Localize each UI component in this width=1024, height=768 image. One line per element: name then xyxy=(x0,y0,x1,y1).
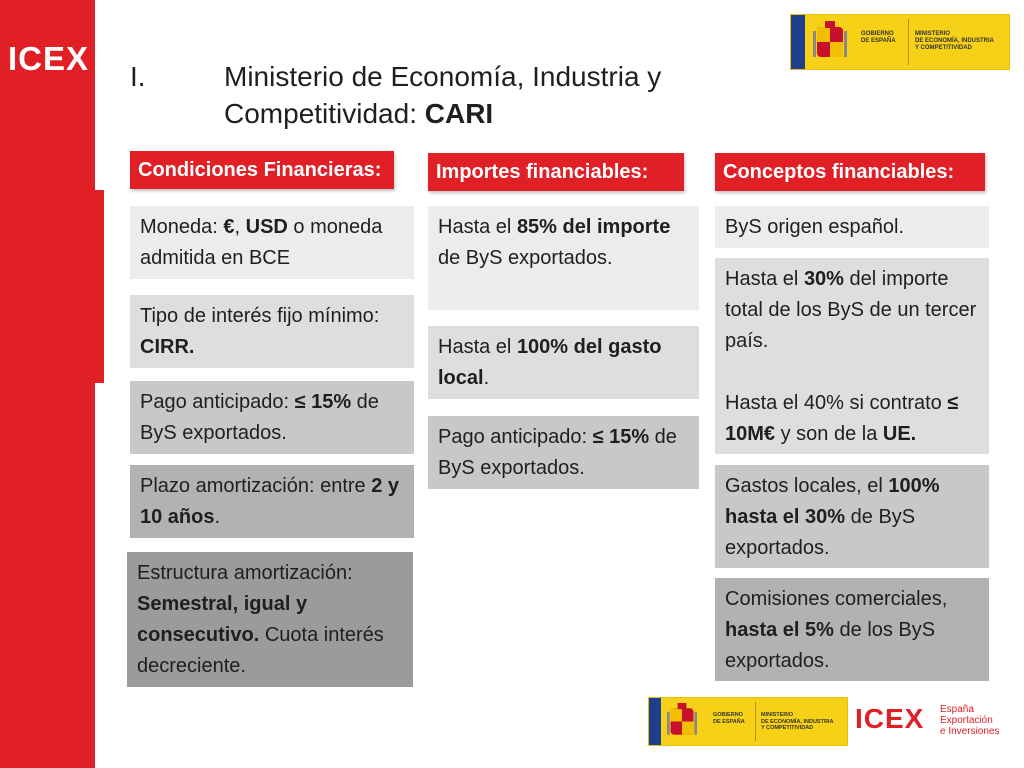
gobierno-line1: GOBIERNO xyxy=(861,31,894,37)
gobierno-banner: GOBIERNO DE ESPAÑA MINISTERIO DE ECONOMÍ… xyxy=(790,14,1010,70)
text: Hasta el xyxy=(725,268,804,290)
text: de los ByS exportados. xyxy=(725,619,936,672)
box-estructura-amortizacion: Estructura amortización: Semestral, igua… xyxy=(127,552,413,687)
box-moneda: Moneda: €, USD o moneda admitida en BCE xyxy=(130,206,414,279)
text: Gastos locales, el xyxy=(725,475,889,497)
ministerio-line2: DE ECONOMÍA, INDUSTRIA xyxy=(915,38,995,44)
gobierno-line2: DE ESPAÑA xyxy=(861,38,896,44)
text: Pago anticipado: xyxy=(140,391,295,413)
bold: 30% xyxy=(803,268,844,290)
header-conceptos: Conceptos financiables: xyxy=(715,153,985,191)
tagline-line1: España xyxy=(940,704,974,715)
footer-ministerio-line2: DE ECONOMÍA, INDUSTRIA xyxy=(761,718,834,725)
tagline-line3: e Inversiones xyxy=(940,726,1000,737)
bold: 100% del gasto local xyxy=(438,336,662,389)
bold: ≤ 10M€ xyxy=(725,392,959,445)
box-100-gasto-local: Hasta el 100% del gasto local. xyxy=(428,326,699,399)
footer-ministerio-label: MINISTERIO DE ECONOMÍA, INDUSTRIA Y COMP… xyxy=(761,712,845,732)
bold: 100% hasta el 30% xyxy=(725,475,940,528)
text: . xyxy=(214,506,221,528)
flag-stripe-icon xyxy=(791,15,805,69)
text: Pago anticipado: xyxy=(438,426,593,448)
text: o moneda admitida en BCE xyxy=(140,216,383,269)
text: Estructura amortización: xyxy=(137,562,353,584)
footer-icex-tagline: España Exportación e Inversiones xyxy=(940,704,1010,737)
spacer xyxy=(725,357,979,388)
footer-ministerio-line3: Y COMPETITIVIDAD xyxy=(761,725,814,731)
text: Comisiones comerciales, xyxy=(725,588,948,610)
title-number: I. xyxy=(130,61,146,92)
text: Hasta el xyxy=(438,336,517,358)
bold: 85% del importe xyxy=(516,216,671,238)
sidebar-notch xyxy=(95,190,104,383)
title-line1: Ministerio de Economía, Industria y xyxy=(224,61,662,92)
text: de ByS exportados. xyxy=(438,426,677,479)
bold: Semestral, igual y consecutivo. xyxy=(137,593,308,646)
text: Hasta el 40% si contrato xyxy=(725,392,948,414)
footer-icex-logo: ICEX xyxy=(855,703,925,734)
box-plazo-amortizacion: Plazo amortización: entre 2 y 10 años. xyxy=(130,465,414,538)
header-condiciones: Condiciones Financieras: xyxy=(130,151,394,189)
bold: CIRR. xyxy=(140,336,195,358)
text: Tipo de interés fijo mínimo: xyxy=(140,305,380,327)
ministerio-label: MINISTERIO DE ECONOMÍA, INDUSTRIA Y COMP… xyxy=(915,31,1007,52)
coat-of-arms-icon xyxy=(667,703,697,735)
text: Plazo amortización: entre xyxy=(140,475,372,497)
text: Hasta el xyxy=(438,216,517,238)
title-cari: CARI xyxy=(424,98,494,129)
box-tercer-pais: Hasta el 30% del importe total de los By… xyxy=(715,258,989,454)
box-tipo-interes: Tipo de interés fijo mínimo: CIRR. xyxy=(130,295,414,368)
box-bys-origen: ByS origen español. xyxy=(715,206,989,248)
box-pago-anticipado: Pago anticipado: ≤ 15% de ByS exportados… xyxy=(130,381,414,454)
box-comisiones: Comisiones comerciales, hasta el 5% de l… xyxy=(715,578,989,681)
text: de ByS exportados. xyxy=(140,391,379,444)
bold: UE. xyxy=(882,423,917,445)
footer-gobierno-line2: DE ESPAÑA xyxy=(713,718,745,725)
box-gastos-locales: Gastos locales, el 100% hasta el 30% de … xyxy=(715,465,989,568)
text: ByS origen español. xyxy=(725,216,905,238)
text: Moneda: xyxy=(140,216,224,238)
footer-divider xyxy=(755,702,756,741)
ministerio-line1: MINISTERIO xyxy=(915,31,951,37)
banner-divider xyxy=(908,19,909,65)
coat-of-arms-icon xyxy=(813,21,847,57)
text: del importe total de los ByS de un terce… xyxy=(725,268,977,352)
bold: € xyxy=(223,216,235,238)
text: , xyxy=(234,216,246,238)
footer-gobierno-logo: GOBIERNO DE ESPAÑA MINISTERIO DE ECONOMÍ… xyxy=(648,697,848,746)
bold: ≤ 15% xyxy=(294,391,352,413)
sidebar: ICEX xyxy=(0,0,95,768)
bold: hasta el 5% xyxy=(725,619,834,641)
footer-ministerio-line1: MINISTERIO xyxy=(761,712,794,718)
footer-gobierno-line1: GOBIERNO xyxy=(713,712,743,718)
bold: ≤ 15% xyxy=(592,426,650,448)
flag-stripe-icon xyxy=(649,698,661,745)
footer-gobierno-label: GOBIERNO DE ESPAÑA xyxy=(713,712,755,725)
bold: 2 y 10 años xyxy=(140,475,400,528)
header-importes: Importes financiables: xyxy=(428,153,684,191)
box-85-importe: Hasta el 85% del importe de ByS exportad… xyxy=(428,206,699,310)
bold: USD xyxy=(245,216,288,238)
text: Cuota interés decreciente. xyxy=(137,624,384,677)
text: de ByS exportados. xyxy=(725,506,916,559)
gobierno-label: GOBIERNO DE ESPAÑA xyxy=(861,31,907,45)
title-line2: Competitividad: xyxy=(224,98,425,129)
text: y son de la xyxy=(775,423,883,445)
title-text: Ministerio de Economía, Industria y Comp… xyxy=(224,58,784,132)
icex-logo: ICEX xyxy=(8,40,90,77)
ministerio-line3: Y COMPETITIVIDAD xyxy=(915,45,972,51)
text: . xyxy=(483,367,490,389)
box-pago-anticipado-2: Pago anticipado: ≤ 15% de ByS exportados… xyxy=(428,416,699,489)
text: de ByS exportados. xyxy=(438,247,613,269)
tagline-line2: Exportación xyxy=(940,715,993,726)
